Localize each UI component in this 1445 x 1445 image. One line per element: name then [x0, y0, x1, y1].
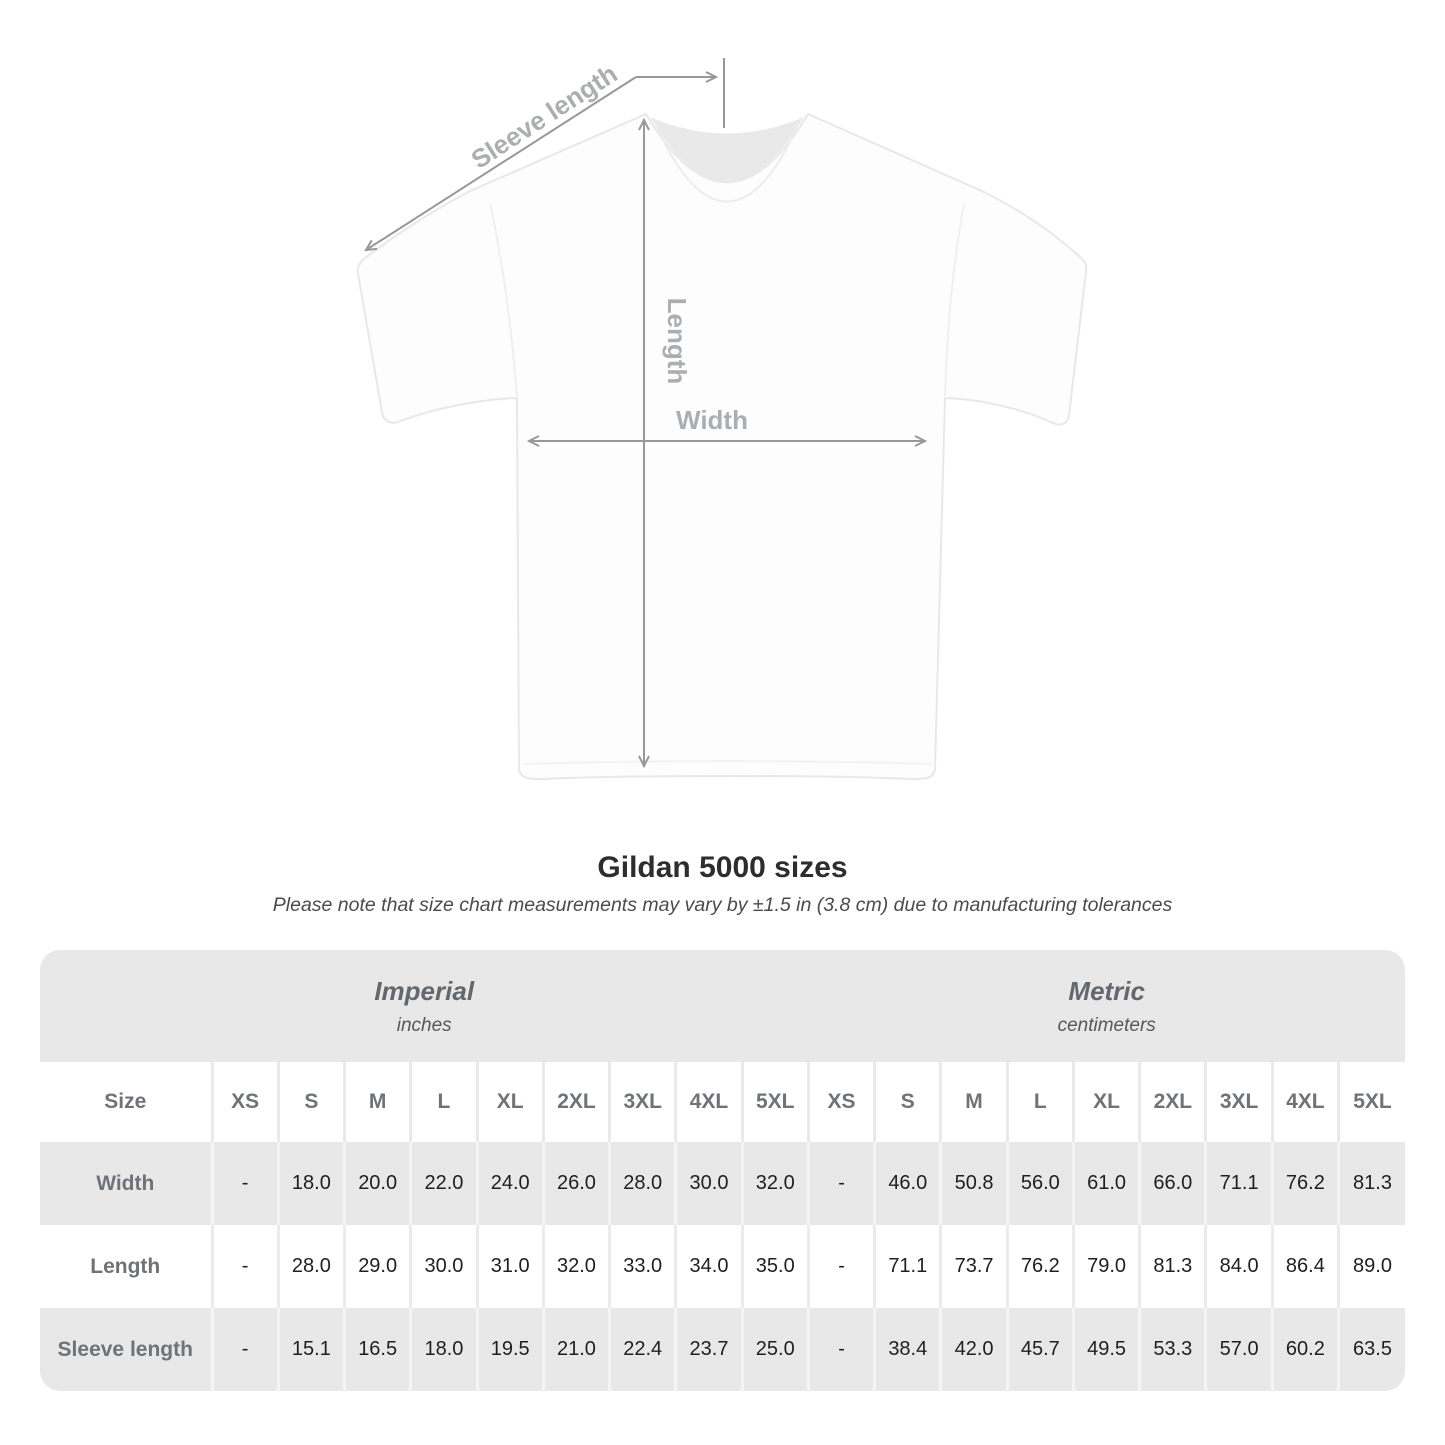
column-header-metric-xl: XL	[1071, 1062, 1140, 1142]
sleeve-metric-xs: -	[806, 1308, 875, 1391]
sleeve-metric-xl: 49.5	[1071, 1308, 1140, 1391]
length-metric-4xl: 86.4	[1270, 1225, 1339, 1308]
width-metric-xs: -	[806, 1142, 875, 1225]
row-label-width: Width	[40, 1142, 212, 1225]
length-metric-s: 71.1	[873, 1225, 941, 1308]
column-header-imperial-l: L	[409, 1062, 478, 1142]
tshirt-measurement-diagram: Sleeve length Length Width	[356, 58, 1088, 781]
column-header-metric-3xl: 3XL	[1204, 1062, 1273, 1142]
width-imperial-l: 22.0	[409, 1142, 478, 1225]
sleeve-imperial-5xl: 25.0	[740, 1308, 809, 1391]
length-metric-5xl: 89.0	[1337, 1225, 1405, 1308]
column-header-imperial-2xl: 2XL	[541, 1062, 610, 1142]
sleeve-metric-m: 42.0	[939, 1308, 1008, 1391]
imperial-label: Imperial	[374, 975, 475, 1006]
column-header-imperial-5xl: 5XL	[740, 1062, 809, 1142]
metric-unit: centimeters	[1057, 1014, 1156, 1036]
sleeve-metric-4xl: 60.2	[1270, 1308, 1339, 1391]
column-header-imperial-xs: XS	[210, 1062, 279, 1142]
sleeve-imperial-3xl: 22.4	[608, 1308, 676, 1391]
sleeve-metric-5xl: 63.5	[1337, 1308, 1405, 1391]
sleeve-imperial-xl: 19.5	[475, 1308, 544, 1391]
column-header-metric-2xl: 2XL	[1138, 1062, 1206, 1142]
column-header-imperial-m: M	[343, 1062, 411, 1142]
width-imperial-s: 18.0	[276, 1142, 345, 1225]
table-row-width: Width - 18.0 20.0 22.0 24.0 26.0 28.0 30…	[40, 1142, 1405, 1225]
length-imperial-xs: -	[210, 1225, 279, 1308]
group-header-metric: Metric centimeters	[808, 950, 1405, 1062]
width-metric-xl: 61.0	[1071, 1142, 1140, 1225]
width-metric-2xl: 66.0	[1138, 1142, 1206, 1225]
column-header-metric-l: L	[1005, 1062, 1074, 1142]
length-label: Length	[662, 298, 692, 385]
length-metric-m: 73.7	[939, 1225, 1008, 1308]
sleeve-imperial-m: 16.5	[343, 1308, 411, 1391]
imperial-unit: inches	[396, 1014, 452, 1036]
column-header-metric-m: M	[939, 1062, 1008, 1142]
width-metric-3xl: 71.1	[1204, 1142, 1273, 1225]
length-imperial-m: 29.0	[343, 1225, 411, 1308]
length-metric-3xl: 84.0	[1204, 1225, 1273, 1308]
column-header-imperial-xl: XL	[475, 1062, 544, 1142]
sleeve-metric-2xl: 53.3	[1138, 1308, 1206, 1391]
width-metric-s: 46.0	[873, 1142, 941, 1225]
row-label-sleeve-length: Sleeve length	[40, 1308, 212, 1391]
sleeve-metric-3xl: 57.0	[1204, 1308, 1273, 1391]
table-row-length: Length - 28.0 29.0 30.0 31.0 32.0 33.0 3…	[40, 1225, 1405, 1308]
length-metric-xl: 79.0	[1071, 1225, 1140, 1308]
sleeve-metric-l: 45.7	[1005, 1308, 1074, 1391]
width-metric-l: 56.0	[1005, 1142, 1074, 1225]
size-column-header-row: Size XS S M L XL 2XL 3XL 4XL 5XL XS S M …	[40, 1062, 1405, 1142]
sleeve-imperial-l: 18.0	[409, 1308, 478, 1391]
column-header-metric-xs: XS	[806, 1062, 875, 1142]
column-header-metric-5xl: 5XL	[1337, 1062, 1405, 1142]
size-corner-header: Size	[40, 1062, 212, 1142]
column-header-metric-s: S	[873, 1062, 941, 1142]
sleeve-imperial-s: 15.1	[276, 1308, 345, 1391]
group-header-imperial: Imperial inches	[40, 950, 809, 1062]
length-metric-2xl: 81.3	[1138, 1225, 1206, 1308]
length-metric-xs: -	[806, 1225, 875, 1308]
length-imperial-s: 28.0	[276, 1225, 345, 1308]
width-metric-5xl: 81.3	[1337, 1142, 1405, 1225]
metric-label: Metric	[1068, 975, 1145, 1006]
page-title: Gildan 5000 sizes	[597, 851, 848, 884]
sleeve-imperial-4xl: 23.7	[674, 1308, 743, 1391]
sleeve-imperial-2xl: 21.0	[541, 1308, 610, 1391]
column-header-imperial-3xl: 3XL	[608, 1062, 676, 1142]
tshirt-illustration	[356, 113, 1088, 781]
column-header-metric-4xl: 4XL	[1270, 1062, 1339, 1142]
width-metric-m: 50.8	[939, 1142, 1008, 1225]
width-label: Width	[676, 405, 748, 435]
unit-group-header-row: Imperial inches Metric centimeters	[40, 950, 1405, 1062]
length-imperial-xl: 31.0	[475, 1225, 544, 1308]
sleeve-length-arrow	[364, 76, 637, 252]
length-imperial-3xl: 33.0	[608, 1225, 676, 1308]
size-table: Imperial inches Metric centimeters Size …	[40, 950, 1405, 1391]
tolerance-note: Please note that size chart measurements…	[272, 894, 1173, 916]
table-row-sleeve-length: Sleeve length - 15.1 16.5 18.0 19.5 21.0…	[40, 1308, 1405, 1391]
collar-opening	[650, 117, 804, 182]
length-metric-l: 76.2	[1005, 1225, 1074, 1308]
length-imperial-4xl: 34.0	[674, 1225, 743, 1308]
column-header-imperial-s: S	[276, 1062, 345, 1142]
width-imperial-4xl: 30.0	[674, 1142, 743, 1225]
sleeve-imperial-xs: -	[210, 1308, 279, 1391]
width-imperial-m: 20.0	[343, 1142, 411, 1225]
width-imperial-2xl: 26.0	[541, 1142, 610, 1225]
sleeve-metric-s: 38.4	[873, 1308, 941, 1391]
width-metric-4xl: 76.2	[1270, 1142, 1339, 1225]
width-imperial-5xl: 32.0	[740, 1142, 809, 1225]
width-imperial-3xl: 28.0	[608, 1142, 676, 1225]
width-imperial-xs: -	[210, 1142, 279, 1225]
length-imperial-5xl: 35.0	[740, 1225, 809, 1308]
length-imperial-l: 30.0	[409, 1225, 478, 1308]
width-imperial-xl: 24.0	[475, 1142, 544, 1225]
length-imperial-2xl: 32.0	[541, 1225, 610, 1308]
column-header-imperial-4xl: 4XL	[674, 1062, 743, 1142]
row-label-length: Length	[40, 1225, 212, 1308]
